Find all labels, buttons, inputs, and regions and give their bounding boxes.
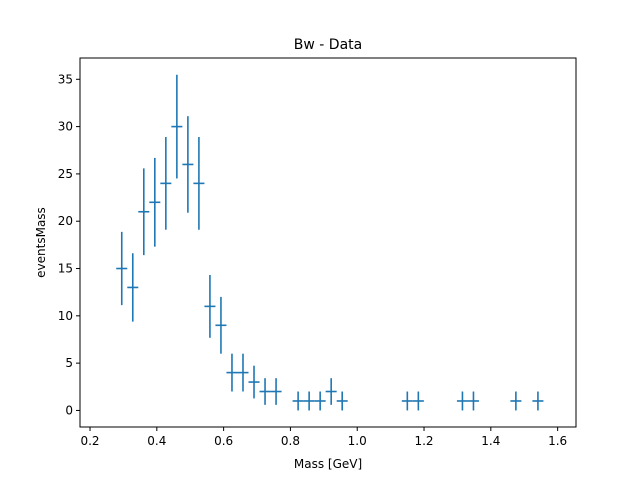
x-tick-label: 0.2 <box>80 434 99 448</box>
x-tick-label: 1.6 <box>548 434 567 448</box>
data-point <box>292 391 304 411</box>
data-point <box>532 391 544 411</box>
x-tick-label: 1.4 <box>481 434 500 448</box>
data-point <box>182 116 194 213</box>
y-tick-label: 25 <box>58 167 73 181</box>
data-point <box>215 296 227 354</box>
data-point <box>127 253 139 322</box>
chart-title: Bw - Data <box>294 37 362 53</box>
x-tick-label: 0.8 <box>281 434 300 448</box>
y-tick-label: 10 <box>58 309 73 323</box>
data-point <box>259 378 271 405</box>
data-point <box>226 353 238 392</box>
x-tick-label: 1.2 <box>414 434 433 448</box>
data-point <box>204 274 216 338</box>
y-tick-label: 30 <box>58 120 73 134</box>
data-point <box>171 74 183 179</box>
error-bar-series <box>116 74 544 411</box>
data-point <box>138 168 150 256</box>
y-tick-label: 15 <box>58 262 73 276</box>
x-axis-label: Mass [GeV] <box>294 457 362 471</box>
x-tick-label: 0.6 <box>214 434 233 448</box>
y-tick-label: 20 <box>58 214 73 228</box>
y-axis-ticks: 0 5 10 15 20 25 30 35 <box>58 72 80 417</box>
data-point <box>401 391 413 411</box>
y-tick-label: 5 <box>65 356 73 370</box>
data-point <box>456 391 468 411</box>
y-axis-label: eventsMass <box>34 207 48 278</box>
data-point <box>314 391 326 411</box>
y-tick-label: 0 <box>65 403 73 417</box>
data-point <box>412 391 424 411</box>
data-point <box>325 378 337 405</box>
x-axis-ticks: 0.2 0.4 0.6 0.8 1.0 1.2 1.4 1.6 <box>80 427 567 448</box>
data-point <box>248 365 260 399</box>
data-point <box>303 391 315 411</box>
plot-frame <box>79 57 577 428</box>
data-point <box>270 378 282 405</box>
x-tick-label: 1.0 <box>348 434 367 448</box>
x-tick-label: 0.4 <box>147 434 166 448</box>
data-point <box>336 391 348 411</box>
data-point <box>160 137 172 230</box>
data-point <box>193 137 205 230</box>
data-point <box>116 231 128 306</box>
data-point <box>237 353 249 392</box>
data-point <box>149 157 161 247</box>
data-point <box>467 391 479 411</box>
y-tick-label: 35 <box>58 72 73 86</box>
data-point <box>510 391 522 411</box>
